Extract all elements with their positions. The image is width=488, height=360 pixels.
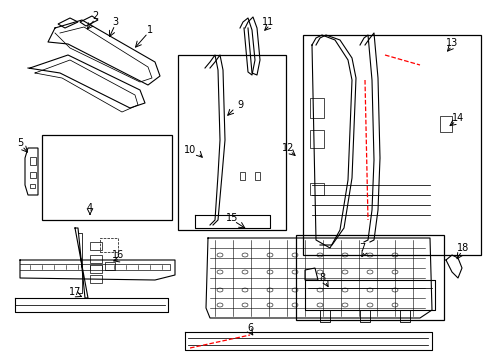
Bar [90,255,102,263]
Text: 8: 8 [318,273,325,283]
Bar [309,130,324,148]
Text: 13: 13 [445,38,457,48]
Text: 10: 10 [183,145,196,155]
Bar [309,98,324,118]
Text: 5: 5 [17,138,23,148]
Text: 14: 14 [451,113,463,123]
Text: 12: 12 [281,143,294,153]
Bar [105,262,115,270]
Text: 7: 7 [358,243,365,253]
Text: 3: 3 [112,17,118,27]
Bar [303,35,480,255]
Text: 15: 15 [225,213,238,223]
Text: 11: 11 [262,17,274,27]
Bar [30,184,35,188]
Bar [178,55,285,230]
Bar [295,235,443,320]
Text: 2: 2 [92,11,98,21]
Bar [100,238,118,252]
Bar [90,275,102,283]
Text: 17: 17 [69,287,81,297]
Bar [30,157,36,165]
Bar [90,242,102,250]
Text: 6: 6 [246,323,253,333]
Bar [309,183,324,195]
Text: 1: 1 [146,25,153,35]
Bar [240,172,244,180]
Bar [30,172,36,178]
Text: 16: 16 [112,250,124,260]
Bar [90,265,102,273]
Bar [254,172,260,180]
Text: 4: 4 [87,203,93,213]
Bar [439,116,451,132]
Text: 9: 9 [237,100,243,110]
Bar [42,135,172,220]
Text: 18: 18 [456,243,468,253]
